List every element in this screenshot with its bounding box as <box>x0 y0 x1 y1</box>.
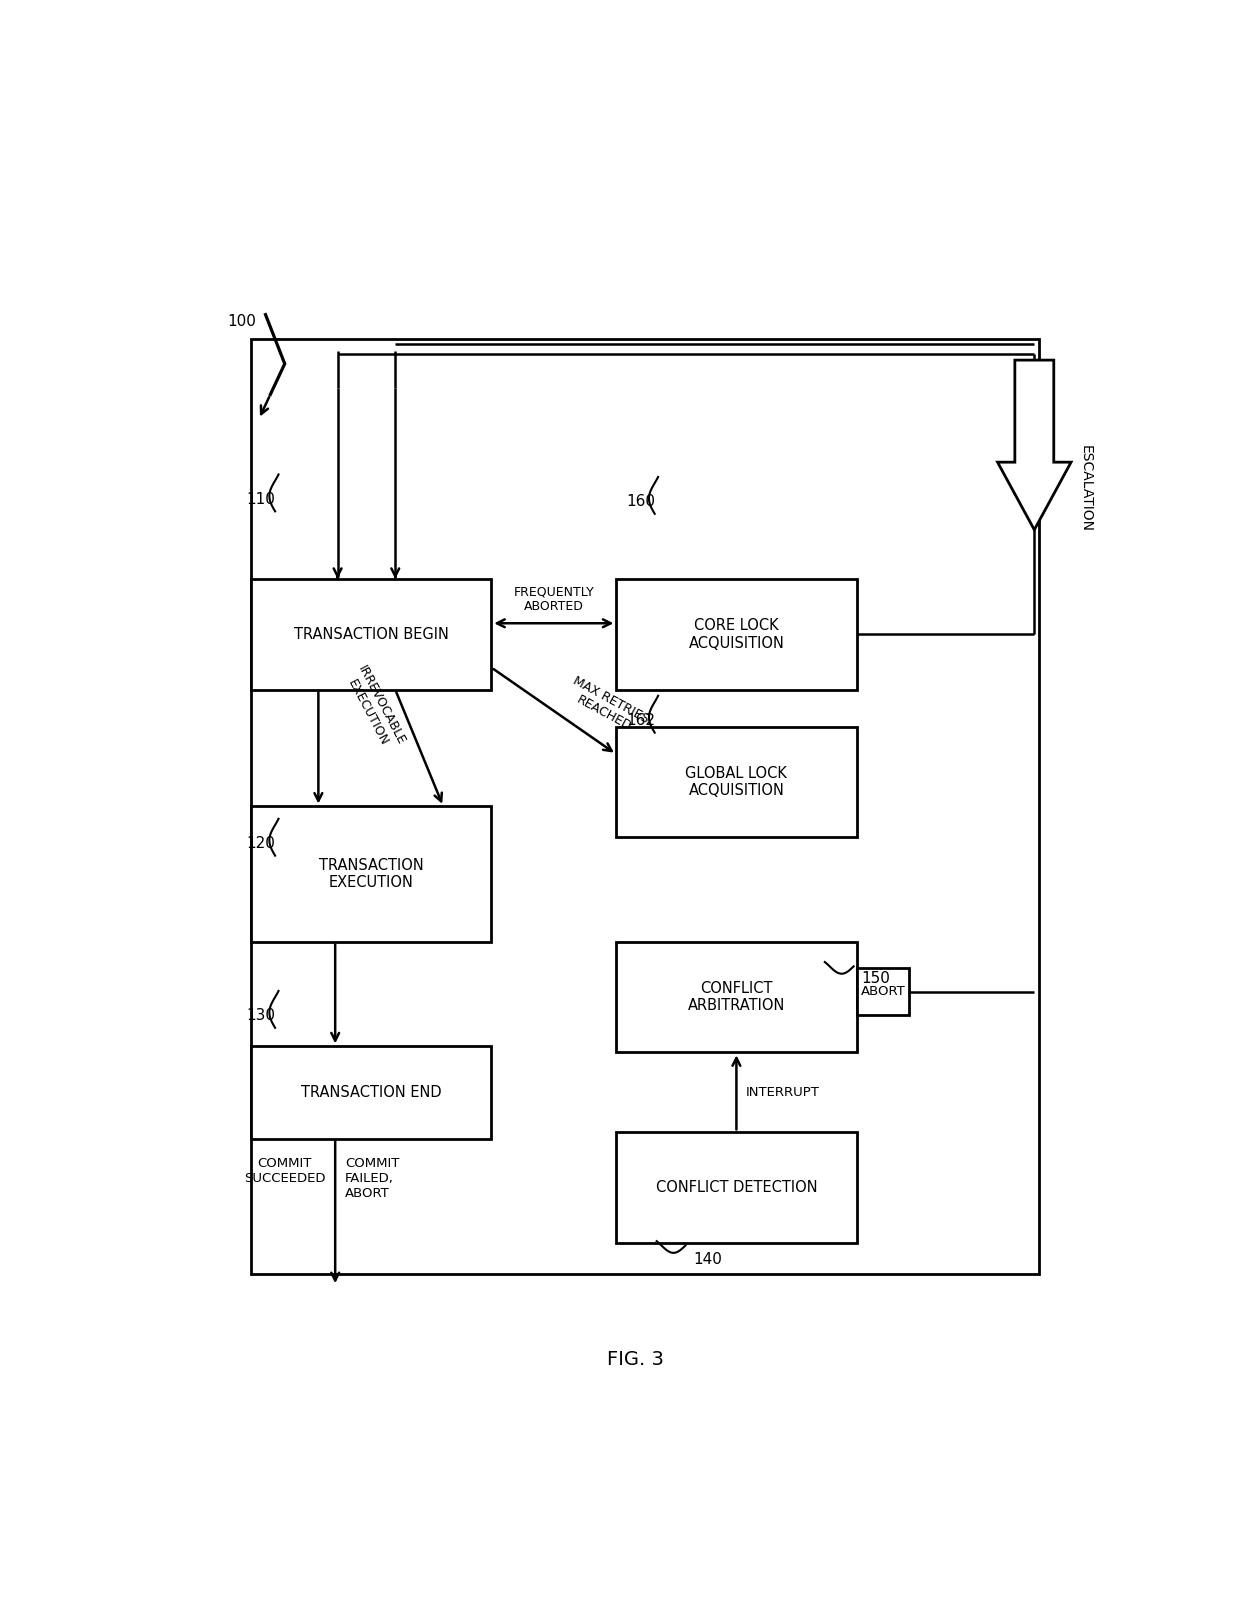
Text: 130: 130 <box>247 1008 275 1024</box>
Text: FIG. 3: FIG. 3 <box>608 1351 663 1369</box>
Text: 140: 140 <box>693 1252 722 1266</box>
Text: COMMIT
SUCCEEDED: COMMIT SUCCEEDED <box>244 1156 326 1185</box>
Bar <box>616 727 857 837</box>
Bar <box>250 580 491 690</box>
Text: MAX RETRIES
REACHED: MAX RETRIES REACHED <box>563 674 651 739</box>
Text: GLOBAL LOCK
ACQUISITION: GLOBAL LOCK ACQUISITION <box>686 765 787 798</box>
Text: ESCALATION: ESCALATION <box>1079 446 1092 532</box>
Text: INTERRUPT: INTERRUPT <box>746 1086 820 1099</box>
Text: 150: 150 <box>862 971 890 985</box>
Bar <box>250 339 1039 1274</box>
Text: 160: 160 <box>626 493 655 509</box>
Bar <box>616 1132 857 1242</box>
Bar <box>616 580 857 690</box>
Text: TRANSACTION BEGIN: TRANSACTION BEGIN <box>294 628 449 642</box>
Bar <box>857 968 909 1016</box>
Text: CONFLICT DETECTION: CONFLICT DETECTION <box>656 1180 817 1195</box>
Text: IRREVOCABLE
EXECUTION: IRREVOCABLE EXECUTION <box>342 664 408 755</box>
Text: CONFLICT
ARBITRATION: CONFLICT ARBITRATION <box>688 981 785 1012</box>
Text: 110: 110 <box>247 492 275 506</box>
Text: COMMIT
FAILED,
ABORT: COMMIT FAILED, ABORT <box>345 1156 399 1199</box>
Text: 162: 162 <box>626 712 655 728</box>
Bar <box>250 806 491 942</box>
Polygon shape <box>997 359 1071 530</box>
Text: ABORT: ABORT <box>861 985 905 998</box>
Bar <box>616 942 857 1052</box>
Text: 100: 100 <box>227 315 255 329</box>
Text: 120: 120 <box>247 835 275 851</box>
Text: TRANSACTION END: TRANSACTION END <box>301 1084 441 1100</box>
Bar <box>250 1046 491 1139</box>
Text: CORE LOCK
ACQUISITION: CORE LOCK ACQUISITION <box>688 618 785 650</box>
Text: TRANSACTION
EXECUTION: TRANSACTION EXECUTION <box>319 858 424 890</box>
Text: FREQUENTLY
ABORTED: FREQUENTLY ABORTED <box>513 586 594 613</box>
